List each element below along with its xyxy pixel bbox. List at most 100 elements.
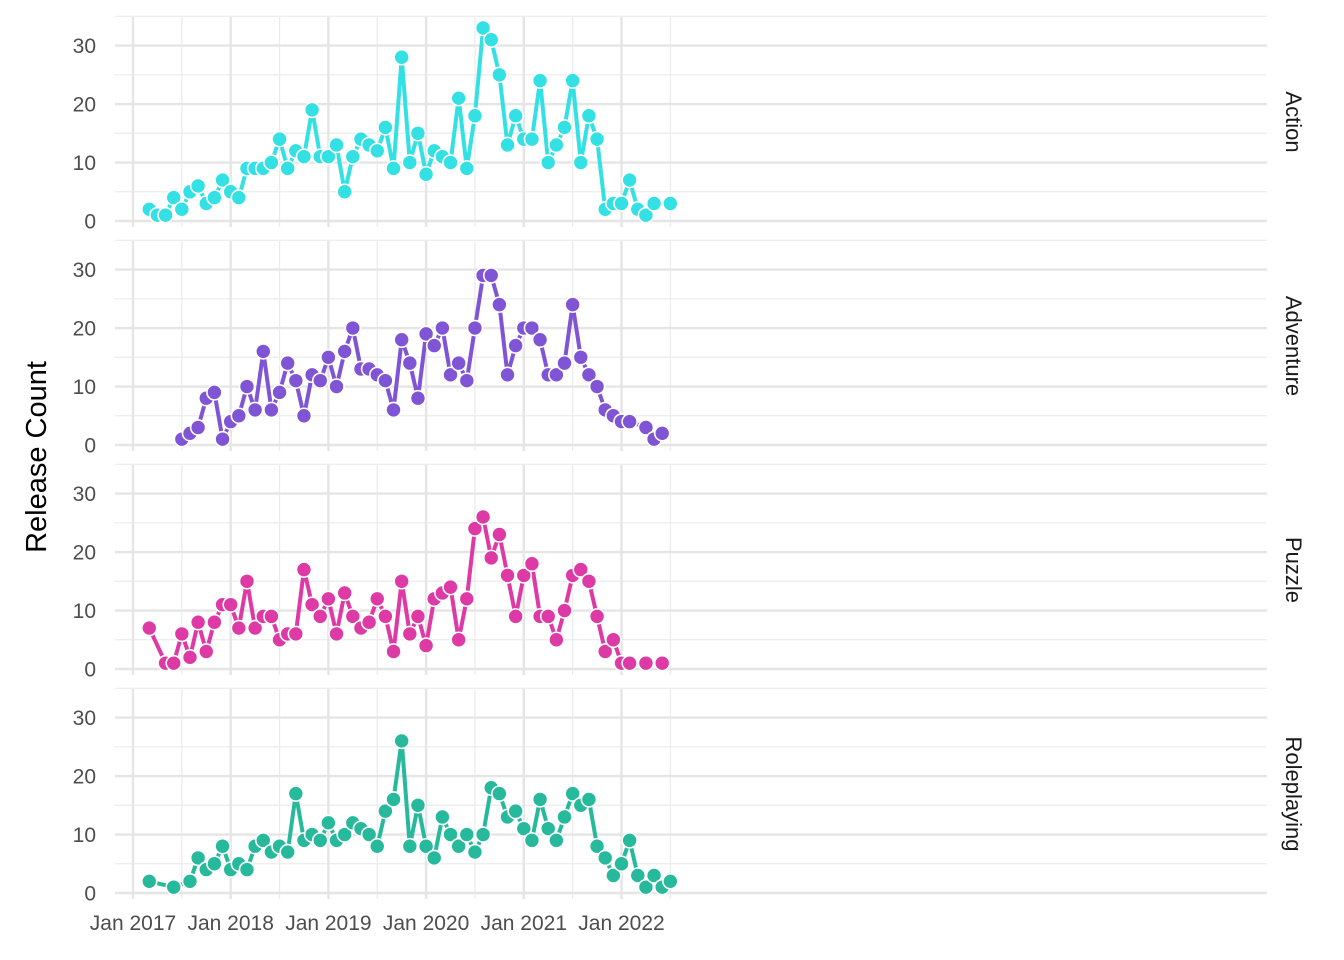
data-point xyxy=(458,372,476,389)
data-point xyxy=(450,631,467,649)
data-point xyxy=(417,837,435,855)
data-point xyxy=(548,631,565,649)
data-point xyxy=(564,296,581,313)
data-point xyxy=(523,832,541,849)
data-point xyxy=(645,195,663,212)
data-point xyxy=(320,590,337,608)
data-point xyxy=(572,348,590,366)
data-point xyxy=(653,654,671,672)
data-point xyxy=(271,384,288,401)
facet-label-action: Action xyxy=(1281,91,1306,152)
data-point xyxy=(385,401,402,419)
data-point xyxy=(328,625,345,643)
data-point xyxy=(564,72,581,89)
data-point xyxy=(279,843,296,861)
data-point xyxy=(515,820,533,837)
y-tick-label: 20 xyxy=(73,766,96,789)
data-point xyxy=(230,407,248,425)
x-tick-label: Jan 2017 xyxy=(90,912,176,935)
data-point xyxy=(442,366,459,384)
facet-panels: 0 10 20 30 Action 0 10 20 30 Adventure 0 10 20 30 Puzz… xyxy=(73,15,1306,906)
data-point xyxy=(556,602,573,619)
data-point xyxy=(621,171,638,189)
y-tick-label: 10 xyxy=(73,824,96,847)
data-point xyxy=(596,849,614,867)
data-point xyxy=(417,325,435,343)
panel-roleplaying: 0 10 20 30 Roleplaying xyxy=(73,687,1306,906)
data-point xyxy=(515,567,533,584)
data-point xyxy=(425,849,443,867)
data-point xyxy=(189,177,207,195)
data-point xyxy=(531,72,549,89)
data-point xyxy=(588,378,606,395)
data-point xyxy=(653,425,671,442)
data-point xyxy=(173,625,191,643)
data-point xyxy=(531,331,549,349)
data-point xyxy=(458,160,476,177)
data-point xyxy=(637,654,655,672)
data-point xyxy=(377,802,394,820)
data-point xyxy=(368,590,386,608)
data-point xyxy=(548,832,565,849)
data-point xyxy=(344,319,362,337)
data-point xyxy=(263,154,280,171)
data-point xyxy=(637,878,655,896)
data-point xyxy=(458,590,476,608)
facet-label-adventure: Adventure xyxy=(1281,296,1306,396)
data-point xyxy=(344,608,362,625)
data-point xyxy=(189,613,207,631)
data-point xyxy=(450,837,467,855)
data-point xyxy=(246,619,264,637)
data-point xyxy=(336,826,353,843)
data-point xyxy=(588,837,606,855)
data-point xyxy=(311,608,329,625)
data-point xyxy=(564,785,581,802)
data-point xyxy=(336,183,353,201)
data-point xyxy=(328,136,345,154)
x-tick-label: Jan 2018 xyxy=(187,912,273,935)
panel-action: 0 10 20 30 Action xyxy=(73,15,1306,234)
data-point xyxy=(295,561,313,578)
data-point xyxy=(499,366,516,384)
data-point xyxy=(230,619,248,637)
data-point xyxy=(393,572,410,590)
data-point xyxy=(548,136,565,154)
data-point xyxy=(556,119,573,136)
data-point xyxy=(336,343,353,360)
data-point xyxy=(450,89,467,107)
data-point xyxy=(466,107,484,125)
data-point xyxy=(181,873,199,890)
data-point xyxy=(230,189,248,206)
data-point xyxy=(645,867,663,884)
data-point xyxy=(279,160,296,177)
data-point xyxy=(621,832,638,849)
data-point xyxy=(458,826,476,843)
data-point xyxy=(320,814,337,832)
data-point xyxy=(393,48,410,66)
data-point xyxy=(466,520,484,537)
data-point xyxy=(254,343,272,360)
y-tick-label: 10 xyxy=(73,600,96,623)
facet-label-roleplaying: Roleplaying xyxy=(1281,737,1306,852)
data-point xyxy=(588,608,606,625)
data-point xyxy=(491,785,508,802)
data-point xyxy=(450,354,467,372)
data-point xyxy=(246,401,264,419)
data-point xyxy=(181,649,199,666)
data-point xyxy=(507,608,524,625)
data-point xyxy=(173,201,191,218)
data-point xyxy=(596,643,614,660)
data-point xyxy=(409,608,427,625)
data-point xyxy=(539,154,557,171)
y-tick-label: 20 xyxy=(73,94,96,117)
data-point xyxy=(482,267,500,284)
data-point xyxy=(474,19,492,37)
data-point xyxy=(580,572,598,590)
y-tick-label: 0 xyxy=(84,435,96,458)
y-tick-label: 0 xyxy=(84,211,96,234)
data-point xyxy=(214,430,231,448)
data-point xyxy=(621,654,638,672)
data-point xyxy=(613,195,630,212)
data-point xyxy=(621,413,638,430)
